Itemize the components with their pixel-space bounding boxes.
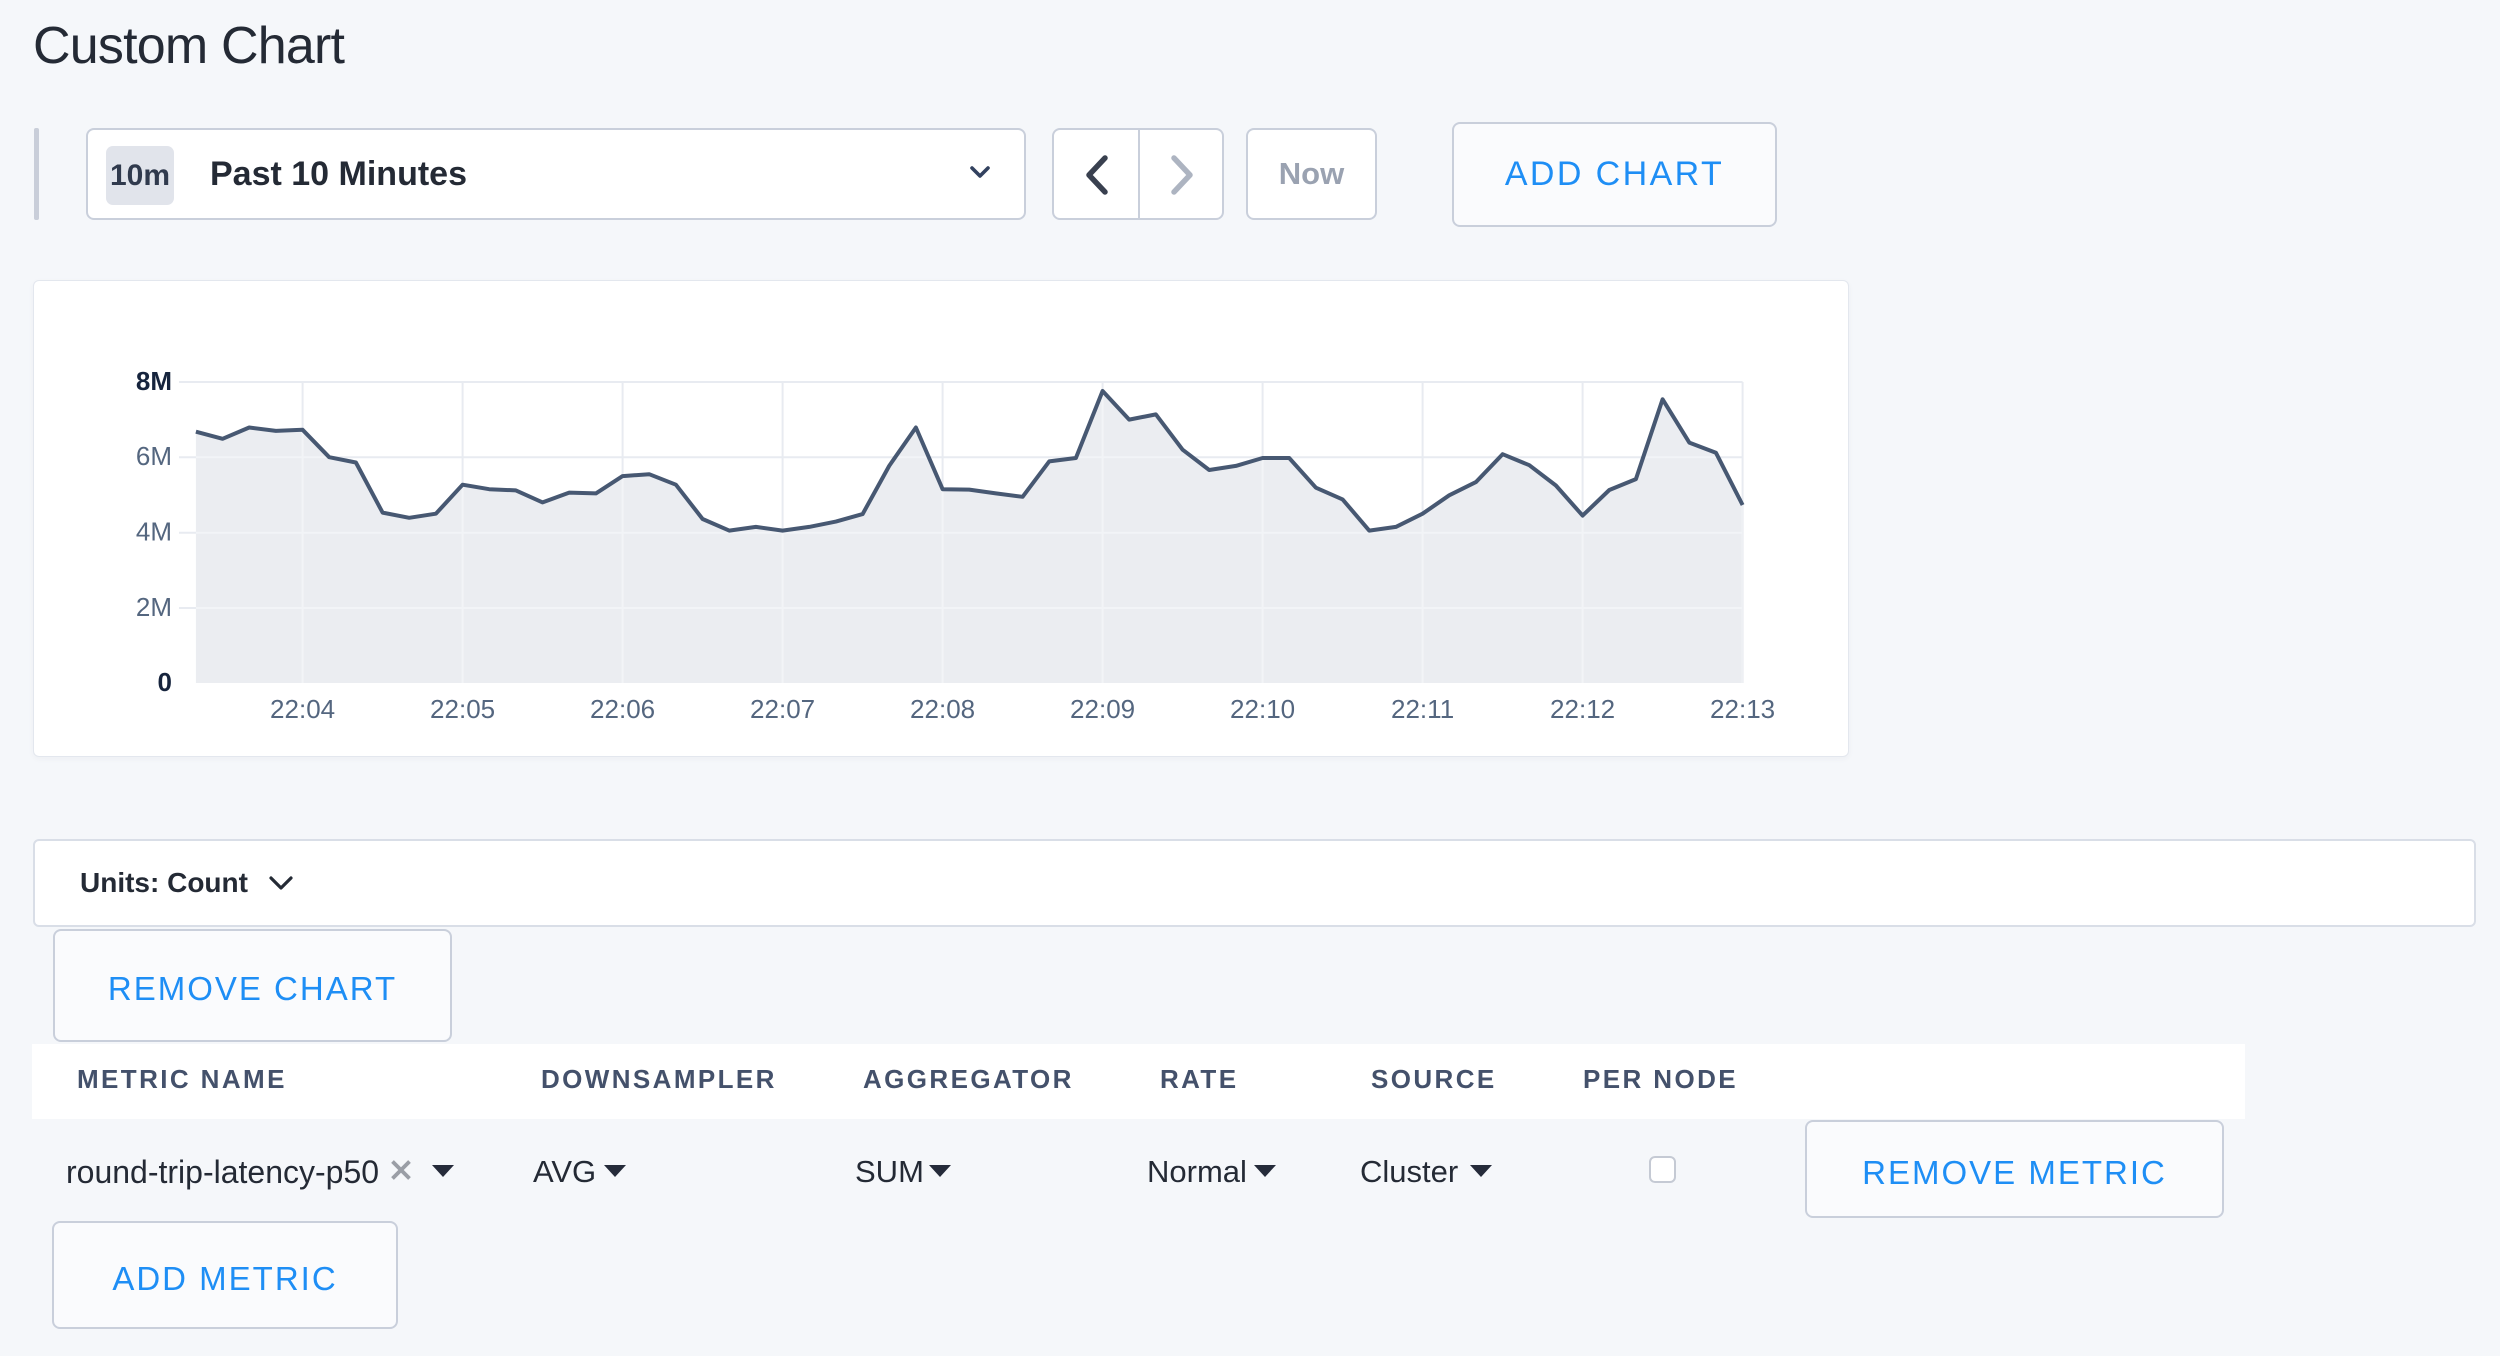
svg-text:0: 0	[158, 667, 172, 697]
svg-text:22:09: 22:09	[1070, 694, 1135, 724]
svg-text:2M: 2M	[136, 592, 172, 622]
svg-text:22:07: 22:07	[750, 694, 815, 724]
svg-text:22:13: 22:13	[1710, 694, 1775, 724]
svg-text:22:04: 22:04	[270, 694, 335, 724]
svg-text:22:12: 22:12	[1550, 694, 1615, 724]
svg-text:4M: 4M	[136, 517, 172, 547]
svg-text:22:06: 22:06	[590, 694, 655, 724]
svg-text:22:10: 22:10	[1230, 694, 1295, 724]
svg-text:22:11: 22:11	[1391, 694, 1454, 724]
svg-text:22:05: 22:05	[430, 694, 495, 724]
svg-text:8M: 8M	[136, 366, 172, 396]
svg-text:22:08: 22:08	[910, 694, 975, 724]
svg-text:6M: 6M	[136, 441, 172, 471]
